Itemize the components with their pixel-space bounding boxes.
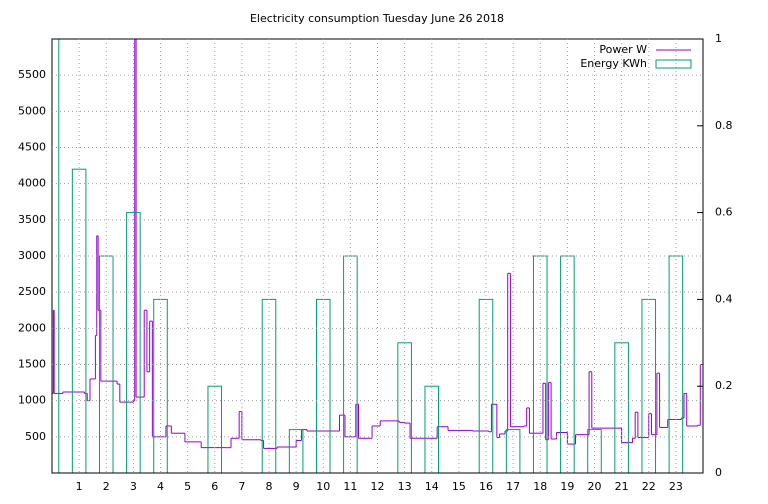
y-tick-label: 2000: [18, 321, 46, 334]
x-tick-label: 18: [533, 480, 547, 493]
energy-box: [315, 298, 331, 473]
x-tick-label: 5: [184, 480, 191, 493]
x-tick-label: 19: [560, 480, 574, 493]
x-tick-label: 7: [238, 480, 245, 493]
energy-box: [478, 298, 494, 473]
energy-box: [207, 385, 223, 473]
y-tick-label: 1500: [18, 358, 46, 371]
y-tick-label: 500: [25, 430, 46, 443]
y-tick-label: 5000: [18, 104, 46, 117]
legend-label: Power W: [599, 43, 647, 56]
y2-tick-label: 0: [715, 466, 722, 479]
x-tick-label: 14: [425, 480, 439, 493]
energy-box: [641, 298, 657, 473]
x-tick-label: 3: [130, 480, 137, 493]
x-tick-label: 23: [669, 480, 683, 493]
y-tick-label: 5500: [18, 68, 46, 81]
x-tick-label: 8: [266, 480, 273, 493]
y-tick-label: 1000: [18, 394, 46, 407]
y-tick-label: 2500: [18, 285, 46, 298]
x-tick-label: 10: [316, 480, 330, 493]
energy-box: [505, 429, 521, 473]
x-tick-label: 4: [157, 480, 164, 493]
energy-box: [587, 429, 602, 473]
y-tick-label: 4000: [18, 177, 46, 190]
x-tick-label: 17: [506, 480, 520, 493]
x-tick-label: 15: [452, 480, 466, 493]
x-tick-label: 22: [642, 480, 656, 493]
x-tick-label: 9: [293, 480, 300, 493]
x-tick-label: 2: [103, 480, 110, 493]
legend-label: Energy KWh: [580, 57, 647, 70]
y2-tick-label: 0.4: [715, 292, 733, 305]
y2-tick-label: 1: [715, 32, 722, 45]
energy-box: [98, 255, 114, 473]
energy-box: [126, 212, 141, 473]
x-tick-label: 21: [615, 480, 629, 493]
energy-box: [343, 255, 358, 473]
x-tick-label: 13: [398, 480, 412, 493]
legend-swatch: [655, 59, 692, 69]
y2-tick-label: 0.8: [715, 119, 733, 132]
x-tick-label: 16: [479, 480, 493, 493]
x-tick-label: 1: [76, 480, 83, 493]
energy-box: [424, 385, 440, 473]
y-tick-label: 4500: [18, 141, 46, 154]
y2-tick-label: 0.2: [715, 379, 733, 392]
y-tick-label: 3000: [18, 249, 46, 262]
x-tick-label: 12: [371, 480, 385, 493]
x-tick-label: 20: [588, 480, 602, 493]
energy-box: [52, 39, 60, 473]
chart-title: Electricity consumption Tuesday June 26 …: [250, 12, 504, 25]
energy-box: [288, 429, 304, 473]
y2-tick-label: 0.6: [715, 206, 733, 219]
y-tick-label: 3500: [18, 213, 46, 226]
energy-box: [261, 298, 277, 473]
x-tick-label: 11: [343, 480, 357, 493]
x-tick-label: 6: [211, 480, 218, 493]
energy-box: [153, 298, 168, 473]
